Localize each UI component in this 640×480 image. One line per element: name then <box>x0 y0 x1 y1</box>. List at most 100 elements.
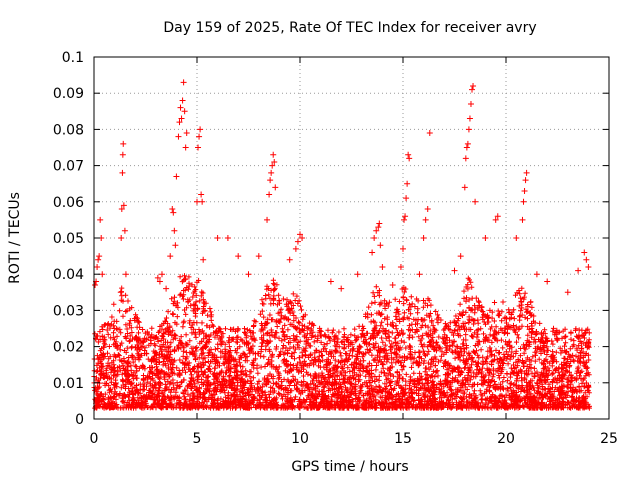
data-point <box>197 126 204 133</box>
data-point <box>271 158 278 165</box>
data-point <box>544 278 551 285</box>
x-axis-label: GPS time / hours <box>291 459 408 475</box>
data-point <box>158 271 165 278</box>
data-point <box>463 144 470 151</box>
data-point <box>373 227 380 234</box>
data-point <box>451 267 458 274</box>
data-point <box>117 289 124 296</box>
data-point <box>406 155 413 162</box>
data-point <box>369 249 376 256</box>
data-point <box>404 180 411 187</box>
data-point <box>482 235 489 241</box>
y-tick-label: 0.09 <box>53 86 84 102</box>
data-point <box>472 198 479 205</box>
data-points <box>92 79 592 296</box>
x-tick-label: 10 <box>291 431 309 447</box>
data-point <box>182 144 189 151</box>
data-point <box>416 271 423 278</box>
data-point <box>379 263 386 270</box>
x-axis-ticks: 0 5 10 15 20 25 <box>90 57 618 447</box>
data-point <box>170 209 177 216</box>
data-point <box>402 213 409 220</box>
data-point <box>519 216 526 223</box>
data-point <box>401 216 408 223</box>
data-point <box>422 216 429 223</box>
x-tick-label: 25 <box>600 431 618 447</box>
data-point <box>564 289 571 296</box>
data-point <box>245 271 252 278</box>
data-point <box>465 126 472 133</box>
data-point <box>269 162 276 169</box>
data-point <box>464 140 471 147</box>
data-point <box>286 256 293 263</box>
data-point <box>583 256 590 263</box>
data-point <box>173 173 180 180</box>
data-point <box>267 177 274 184</box>
data-point <box>469 86 476 93</box>
data-point <box>270 151 277 158</box>
data-point <box>156 278 163 285</box>
data-point <box>214 235 221 241</box>
data-point <box>523 169 530 176</box>
data-point <box>266 191 273 198</box>
data-point <box>389 282 396 289</box>
data-point <box>181 108 188 115</box>
data-point <box>94 263 101 270</box>
y-tick-label: 0.04 <box>53 267 84 283</box>
dense-marker-path <box>91 273 592 411</box>
y-tick-label: 0.08 <box>53 122 84 138</box>
data-point <box>581 249 588 256</box>
y-tick-label: 0.07 <box>53 159 84 175</box>
data-point <box>268 169 275 176</box>
data-point <box>172 242 179 249</box>
y-tick-label: 0.06 <box>53 195 84 211</box>
data-point <box>118 206 125 213</box>
data-point <box>521 187 528 194</box>
data-point <box>467 101 474 108</box>
data-point <box>457 253 464 260</box>
data-point <box>297 231 303 238</box>
data-point <box>121 227 128 234</box>
data-point <box>171 227 178 234</box>
y-tick-label: 0 <box>75 412 84 428</box>
data-point <box>92 282 99 289</box>
y-axis-ticks: 0 0.01 0.02 0.03 0.04 0.05 0.06 0.07 0.08 0.09 0.1 <box>53 50 609 428</box>
data-point <box>470 82 477 89</box>
data-point <box>154 274 161 281</box>
data-point <box>163 285 170 292</box>
data-point <box>179 97 186 104</box>
data-point <box>118 235 125 241</box>
data-point <box>175 133 182 140</box>
data-point <box>180 79 187 86</box>
y-tick-label: 0.03 <box>53 303 84 319</box>
data-point <box>264 216 271 223</box>
chart-title: Day 159 of 2025, Rate Of TEC Index for r… <box>163 20 536 36</box>
data-point <box>292 245 299 252</box>
data-point <box>177 104 184 111</box>
data-point <box>466 115 473 122</box>
data-point <box>235 253 242 260</box>
data-point <box>533 271 540 278</box>
data-point <box>176 119 183 126</box>
data-point <box>371 235 378 241</box>
data-point <box>167 253 174 260</box>
x-tick-label: 0 <box>90 431 99 447</box>
data-point <box>198 191 205 198</box>
data-point <box>119 169 126 176</box>
dense-data-band <box>91 273 592 411</box>
data-point <box>424 206 431 213</box>
data-point <box>294 238 301 245</box>
data-point <box>120 140 127 147</box>
x-tick-label: 20 <box>497 431 515 447</box>
data-point <box>426 130 433 137</box>
data-point <box>178 115 185 122</box>
data-point <box>255 253 262 260</box>
data-point <box>327 278 334 285</box>
data-point <box>397 263 404 270</box>
data-point <box>377 242 384 249</box>
data-point <box>99 271 106 278</box>
data-point <box>513 235 520 241</box>
data-point <box>119 151 126 158</box>
data-point <box>400 245 406 252</box>
